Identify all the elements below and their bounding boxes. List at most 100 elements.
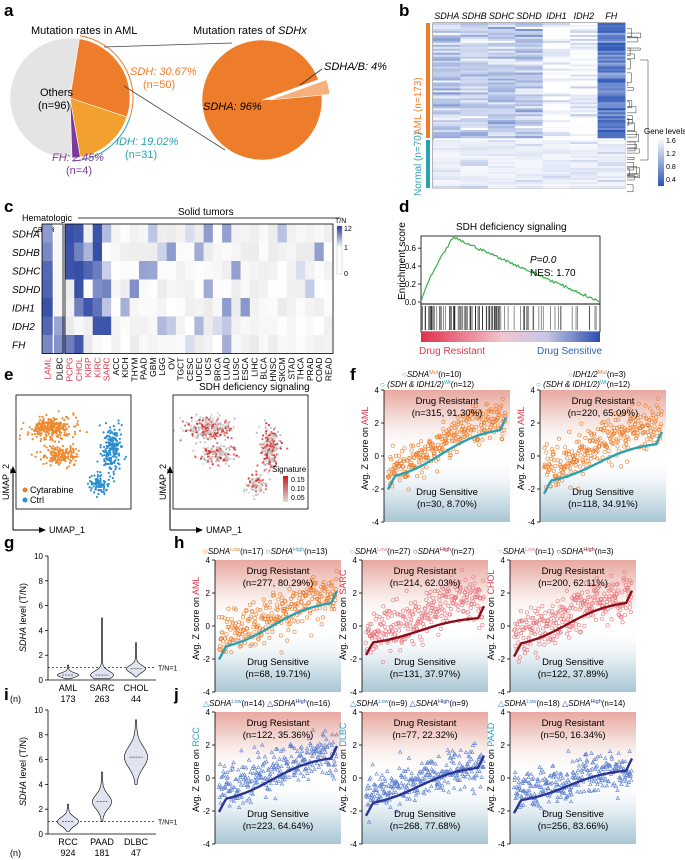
y-tick-label: 2 (206, 741, 211, 750)
data-point (500, 437, 505, 442)
umap-cell-ctrl (98, 488, 101, 492)
data-point (543, 610, 548, 615)
data-point (417, 634, 422, 639)
heat-b-cell (433, 72, 461, 75)
data-point (439, 437, 444, 442)
data-point (313, 748, 319, 753)
umap-cell-cytarabine (76, 422, 79, 426)
heat-c-cell (92, 224, 103, 243)
umap-cell-cytarabine (38, 415, 41, 418)
heat-c-cell (111, 242, 121, 262)
data-point (541, 769, 546, 774)
data-point (252, 778, 258, 783)
heat-b-cell (433, 184, 461, 187)
heat-b-cell (460, 30, 489, 34)
data-point (481, 578, 486, 583)
data-point (656, 406, 661, 411)
heat-b-cell (570, 84, 598, 87)
data-point (232, 785, 237, 790)
data-point (591, 788, 597, 793)
data-point (218, 644, 223, 649)
heat-b-cell (460, 100, 489, 103)
data-point (298, 581, 303, 586)
data-point (568, 799, 574, 804)
y-tick-label: 4 (353, 556, 358, 565)
umap-cell-ctrl (99, 444, 102, 447)
heat-b-cell (515, 182, 544, 185)
data-point (295, 749, 300, 754)
data-point (451, 785, 457, 790)
umap-sig-cell (189, 429, 192, 432)
heat-c-cell (42, 224, 53, 243)
umap-cell-ctrl (103, 463, 106, 467)
umap-cell-cytarabine (42, 421, 45, 425)
data-point (388, 455, 393, 460)
umap-cell-ctrl (113, 428, 116, 431)
heat-c-cell (54, 242, 65, 262)
gsea-p: P=0.0 (530, 255, 557, 266)
data-point (537, 642, 542, 647)
umap-cell-ctrl (99, 452, 102, 456)
data-point (319, 750, 324, 755)
umap-sig-cell (262, 447, 265, 450)
data-point (585, 589, 590, 594)
data-point (221, 639, 226, 644)
heat-b-cell (570, 120, 598, 123)
umap-sig-cell (251, 479, 254, 482)
umap-sig-cell (207, 456, 211, 459)
umap-sig-cell (225, 459, 228, 462)
heat-b-cell (433, 128, 461, 131)
heat-c-cell (268, 224, 278, 243)
umap-cell-ctrl (98, 424, 101, 427)
heat-b-cell (542, 78, 571, 81)
heat-c-cell (129, 279, 140, 299)
umap-cell-cytarabine (45, 413, 48, 417)
heat-b-cell (515, 166, 544, 169)
umap-sig-cell (273, 437, 276, 440)
heat-c-cell (157, 224, 167, 243)
heat-b-cell (433, 144, 461, 147)
umap-cell-ctrl (117, 454, 121, 457)
heatmap-c-col-stad: STAD (286, 358, 296, 380)
umap-sig-cell (260, 443, 263, 446)
umap-sig-cell (204, 448, 207, 451)
data-point (582, 448, 587, 453)
umap-sig-cell (228, 448, 231, 451)
umap-cell-cytarabine (34, 433, 37, 436)
data-point (392, 783, 397, 788)
heat-b-cell (433, 126, 461, 129)
heat-b-cell (515, 72, 544, 75)
heat-b-cell (433, 90, 461, 93)
umap-sig-cell (214, 432, 217, 436)
heat-c-cell (129, 261, 140, 280)
umap-sig-cell (206, 446, 210, 449)
umap-sig-cell (272, 432, 275, 435)
data-point (499, 436, 504, 441)
data-point (638, 415, 643, 420)
heat-b-cell (515, 162, 544, 165)
umap-sig-cell (260, 445, 263, 449)
data-point (385, 768, 390, 773)
umap-cell-cytarabine (34, 426, 37, 429)
heat-b-cell (570, 82, 598, 85)
umap-sig-cell (252, 494, 255, 497)
umap-cell-ctrl (103, 493, 106, 496)
data-point (619, 590, 624, 595)
heat-b-cell (433, 178, 461, 181)
data-point (609, 573, 614, 578)
heat-b-cell (515, 66, 544, 69)
heat-b-cell (597, 122, 626, 125)
data-point (440, 446, 445, 451)
data-point (261, 769, 266, 774)
heat-c-cell (138, 242, 149, 262)
heat-b-cell (433, 78, 461, 81)
data-point (602, 449, 607, 454)
heatmap-b-col-sdha: SDHA (434, 11, 459, 21)
data-point (230, 766, 235, 771)
heat-c-cell (185, 279, 195, 299)
data-point (583, 580, 588, 585)
heat-b-cell (515, 76, 544, 79)
data-point (430, 442, 435, 447)
heat-b-cell (460, 126, 489, 129)
heat-b-cell (570, 86, 598, 89)
